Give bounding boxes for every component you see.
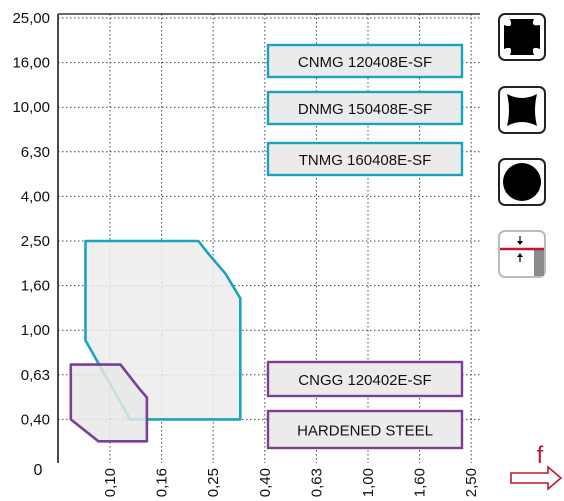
region-layer xyxy=(69,239,242,443)
region-cngg xyxy=(69,363,149,443)
y-tick-label: 6,30 xyxy=(21,144,50,161)
series-label-text: TNMG 160408E-SF xyxy=(299,152,432,169)
series-label-box: DNMG 150408E-SF xyxy=(266,90,464,126)
y-tick-label: 1,00 xyxy=(21,322,50,339)
grid-layer xyxy=(58,14,480,463)
series-label-box: TNMG 160408E-SF xyxy=(266,141,464,177)
round-insert-shape xyxy=(503,163,541,201)
x-tick-label: 0,25 xyxy=(205,468,222,497)
arrow-right-icon xyxy=(510,465,563,491)
series-label-box: CNGG 120402E-SF xyxy=(266,360,464,398)
series-label-text: HARDENED STEEL xyxy=(297,423,433,440)
label-box-frame xyxy=(266,90,464,126)
series-label-text: DNMG 150408E-SF xyxy=(298,101,432,118)
cutting-depth-icon[interactable] xyxy=(498,230,546,278)
y-tick-label: 4,00 xyxy=(21,188,50,205)
series-label-text: CNMG 120408E-SF xyxy=(298,54,432,71)
y-tick-label: 16,00 xyxy=(12,55,50,72)
y-tick-label: 0,63 xyxy=(21,367,50,384)
feed-axis-indicator: f xyxy=(510,442,563,491)
y-tick-label: 1,60 xyxy=(21,278,50,295)
circular-insert-icon[interactable] xyxy=(498,158,546,206)
x-tick-label: 2,50 xyxy=(463,468,480,497)
series-label-box: CNMG 120408E-SF xyxy=(266,43,464,79)
x-tick-label: 0,40 xyxy=(257,468,274,497)
cnmg-insert-icon[interactable] xyxy=(498,13,546,61)
y-tick-labels: 25,00 16,00 10,00 6,30 4,00 2,50 1,60 1,00 0,63 0… xyxy=(12,10,50,428)
label-box-frame xyxy=(266,360,464,398)
y-tick-label: 25,00 xyxy=(12,10,50,27)
x-tick-label: 0,63 xyxy=(308,468,325,497)
y-tick-label: 2,50 xyxy=(21,233,50,250)
y-tick-label: 0,40 xyxy=(21,411,50,428)
label-box-frame xyxy=(266,43,464,79)
x-tick-label: 0,16 xyxy=(154,468,171,497)
depth-diagram xyxy=(500,236,544,276)
feed-symbol: f xyxy=(537,442,544,469)
cnmg-insert-shape xyxy=(504,19,540,55)
plot-frame xyxy=(57,13,480,463)
dnmg-insert-shape xyxy=(507,94,537,126)
y-tick-label: 10,00 xyxy=(12,99,50,116)
label-box-frame xyxy=(266,409,464,450)
dnmg-insert-icon[interactable] xyxy=(498,86,546,134)
x-tick-label: 1,60 xyxy=(412,468,429,497)
x-tick-label: 1,00 xyxy=(360,468,377,497)
origin-label: 0 xyxy=(34,462,43,479)
series-labels: CNMG 120408E-SF DNMG 150408E-SF TNMG 16040… xyxy=(266,43,464,450)
series-label-box: HARDENED STEEL xyxy=(266,409,464,450)
series-label-text: CNGG 120402E-SF xyxy=(298,372,431,389)
x-tick-labels: 0,10 0,16 0,25 0,40 0,63 1,00 1,60 2,50 xyxy=(102,468,480,497)
x-tick-label: 0,10 xyxy=(102,468,119,497)
label-box-frame xyxy=(266,141,464,177)
